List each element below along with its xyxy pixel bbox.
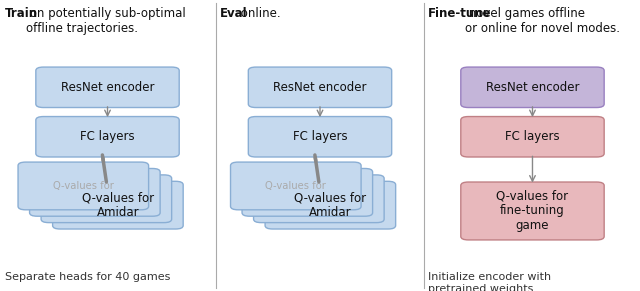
FancyBboxPatch shape (52, 181, 183, 229)
Text: FC layers: FC layers (292, 130, 348, 143)
Text: ResNet encoder: ResNet encoder (273, 81, 367, 94)
FancyBboxPatch shape (29, 168, 160, 216)
FancyBboxPatch shape (248, 67, 392, 108)
FancyBboxPatch shape (18, 162, 148, 210)
Text: ResNet encoder: ResNet encoder (486, 81, 579, 94)
Text: Fine-tune: Fine-tune (428, 7, 491, 20)
FancyBboxPatch shape (36, 117, 179, 157)
FancyBboxPatch shape (461, 182, 604, 240)
Text: FC layers: FC layers (505, 130, 560, 143)
Text: Initialize encoder with
pretrained weights.: Initialize encoder with pretrained weigh… (428, 272, 550, 291)
FancyBboxPatch shape (36, 67, 179, 108)
Text: Q-values for: Q-values for (65, 187, 125, 197)
Text: Train: Train (5, 7, 38, 20)
FancyBboxPatch shape (461, 117, 604, 157)
Text: Q-values for
Amidar: Q-values for Amidar (294, 191, 367, 219)
Text: FC layers: FC layers (80, 130, 135, 143)
FancyBboxPatch shape (41, 175, 172, 223)
Text: Q-values for: Q-values for (53, 181, 114, 191)
Text: novel games offline
or online for novel modes.: novel games offline or online for novel … (465, 7, 620, 35)
Text: Eval: Eval (220, 7, 248, 20)
Text: Q-values for: Q-values for (266, 181, 326, 191)
FancyBboxPatch shape (230, 162, 361, 210)
FancyBboxPatch shape (253, 175, 384, 223)
Text: Q-values for
fine-tuning
game: Q-values for fine-tuning game (497, 189, 568, 233)
Text: ResNet encoder: ResNet encoder (61, 81, 154, 94)
Text: Q-values for
Amidar: Q-values for Amidar (82, 191, 154, 219)
Text: online.: online. (237, 7, 280, 20)
Text: Q-values for: Q-values for (289, 194, 349, 204)
Text: Separate heads for 40 games: Separate heads for 40 games (5, 272, 170, 282)
Text: on potentially sub-optimal
offline trajectories.: on potentially sub-optimal offline traje… (26, 7, 186, 35)
Text: Q-values for: Q-values for (277, 187, 338, 197)
FancyBboxPatch shape (248, 117, 392, 157)
FancyBboxPatch shape (461, 67, 604, 108)
FancyBboxPatch shape (265, 181, 396, 229)
FancyBboxPatch shape (242, 168, 372, 216)
Text: Q-values for: Q-values for (76, 194, 137, 204)
